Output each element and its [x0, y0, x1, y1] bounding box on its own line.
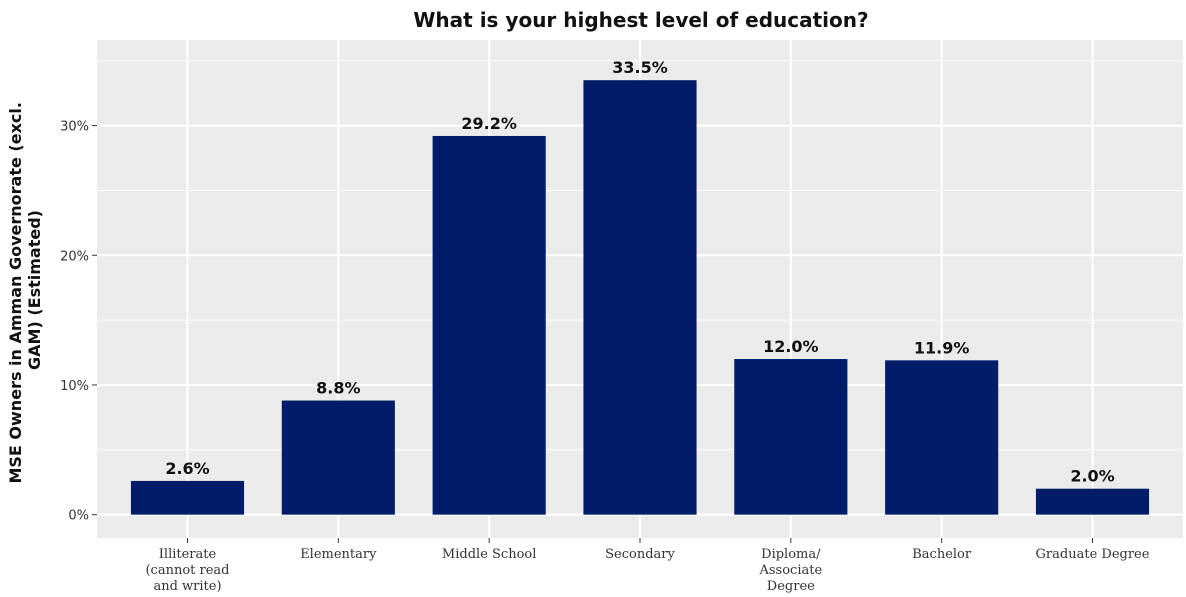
- y-tick-label: 20%: [60, 249, 89, 264]
- x-tick-label: Middle School: [442, 547, 536, 562]
- bar: [281, 400, 395, 515]
- y-tick-label: 30%: [60, 120, 89, 135]
- x-tick-label: Elementary: [300, 547, 377, 562]
- data-label: 8.8%: [316, 379, 360, 398]
- x-tick-label: Secondary: [605, 547, 675, 562]
- data-label: 33.5%: [612, 58, 668, 77]
- x-tick-label-line: Illiterate: [159, 547, 217, 562]
- x-tick-label-line: Diploma/: [761, 547, 821, 562]
- x-tick-label-line: Secondary: [605, 547, 675, 562]
- data-labels: 2.6% 8.8% 29.2% 33.5% 12.0% 11.9% 2.0%: [165, 58, 1114, 486]
- y-tick-label: 10%: [60, 379, 89, 394]
- y-axis: 0% 10% 20% 30%: [60, 120, 97, 524]
- x-tick-label: Illiterate (cannot read and write): [145, 547, 229, 594]
- bar: [432, 135, 546, 515]
- bars: [130, 80, 1150, 515]
- bar: [1035, 488, 1150, 515]
- data-label: 11.9%: [914, 338, 970, 357]
- y-axis-label-line-1: MSE Owners in Amman Governorate (excl.: [6, 102, 25, 483]
- y-axis-label: MSE Owners in Amman Governorate (excl. G…: [6, 96, 44, 483]
- x-tick-label-line: Bachelor: [912, 547, 972, 562]
- x-tick-label-line: and write): [153, 579, 221, 594]
- y-axis-label-line-2: GAM) (Estimated): [25, 210, 44, 370]
- data-label: 12.0%: [763, 337, 819, 356]
- data-label: 2.6%: [165, 459, 209, 478]
- chart-title: What is your highest level of education?: [413, 8, 868, 32]
- x-tick-label-line: Degree: [767, 579, 815, 594]
- x-axis: Illiterate (cannot read and write) Elementa…: [145, 538, 1150, 594]
- data-label: 29.2%: [461, 114, 517, 133]
- data-label: 2.0%: [1070, 467, 1114, 486]
- x-tick-label: Bachelor: [912, 547, 972, 562]
- x-tick-label-line: Graduate Degree: [1036, 547, 1150, 562]
- x-tick-label-line: (cannot read: [145, 563, 229, 578]
- bar: [130, 480, 245, 515]
- bar: [734, 359, 848, 515]
- x-tick-label: Graduate Degree: [1036, 547, 1150, 562]
- y-tick-label: 0%: [68, 509, 89, 524]
- x-tick-label-line: Elementary: [300, 547, 377, 562]
- bar: [885, 360, 999, 515]
- x-tick-label-line: Associate: [758, 563, 822, 578]
- x-tick-label-line: Middle School: [442, 547, 536, 562]
- x-tick-label: Diploma/Associate Degree: [758, 547, 822, 594]
- bar: [583, 80, 697, 515]
